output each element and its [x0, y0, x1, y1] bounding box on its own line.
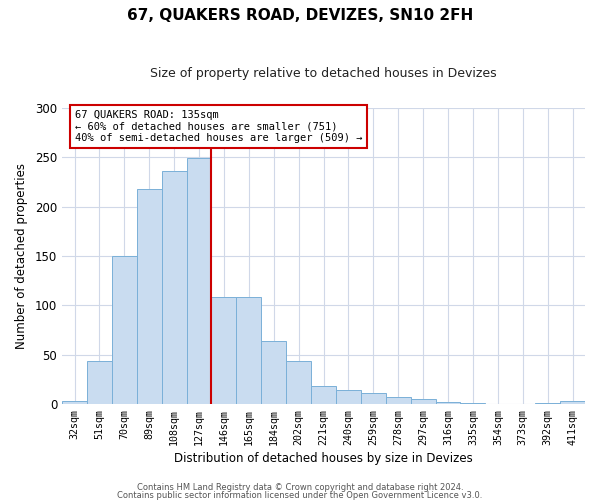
Bar — [560, 401, 585, 404]
Text: Contains public sector information licensed under the Open Government Licence v3: Contains public sector information licen… — [118, 490, 482, 500]
Bar — [211, 296, 236, 404]
Bar — [436, 402, 460, 404]
Text: 67, QUAKERS ROAD, DEVIZES, SN10 2FH: 67, QUAKERS ROAD, DEVIZES, SN10 2FH — [127, 8, 473, 22]
Y-axis label: Number of detached properties: Number of detached properties — [15, 163, 28, 349]
Bar — [386, 398, 410, 404]
Bar — [236, 296, 261, 404]
Bar — [187, 158, 211, 404]
Bar — [161, 171, 187, 404]
Bar — [336, 390, 361, 404]
Bar — [361, 394, 386, 404]
Bar — [460, 403, 485, 404]
Text: 67 QUAKERS ROAD: 135sqm
← 60% of detached houses are smaller (751)
40% of semi-d: 67 QUAKERS ROAD: 135sqm ← 60% of detache… — [75, 110, 362, 143]
Title: Size of property relative to detached houses in Devizes: Size of property relative to detached ho… — [150, 68, 497, 80]
Bar — [112, 256, 137, 404]
Bar — [62, 401, 87, 404]
Bar — [87, 361, 112, 404]
X-axis label: Distribution of detached houses by size in Devizes: Distribution of detached houses by size … — [174, 452, 473, 465]
Bar — [286, 361, 311, 404]
Bar — [311, 386, 336, 404]
Bar — [535, 403, 560, 404]
Bar — [261, 341, 286, 404]
Text: Contains HM Land Registry data © Crown copyright and database right 2024.: Contains HM Land Registry data © Crown c… — [137, 484, 463, 492]
Bar — [137, 189, 161, 404]
Bar — [410, 400, 436, 404]
